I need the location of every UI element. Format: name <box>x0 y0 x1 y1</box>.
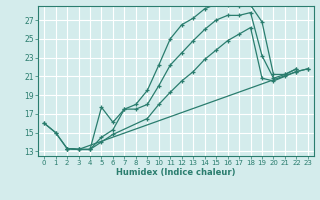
X-axis label: Humidex (Indice chaleur): Humidex (Indice chaleur) <box>116 168 236 177</box>
